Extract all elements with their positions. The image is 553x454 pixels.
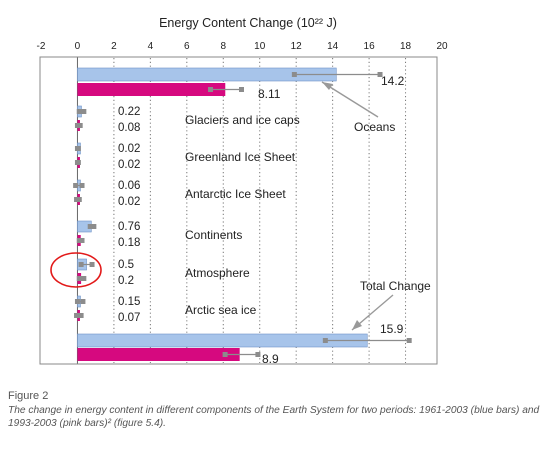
bars-layer	[73, 67, 412, 361]
error-cap	[81, 109, 87, 114]
error-cap	[75, 160, 81, 165]
error-cap	[91, 224, 97, 229]
category-label: Continents	[185, 228, 242, 242]
x-tick-label: 8	[220, 41, 226, 52]
error-cap	[74, 313, 80, 318]
x-tick-label: 10	[254, 41, 266, 52]
error-cap	[74, 197, 80, 202]
error-cap	[291, 72, 297, 77]
x-tick-label: -2	[37, 41, 46, 52]
value-label-pink: 0.07	[118, 312, 140, 324]
error-cap	[76, 276, 82, 281]
error-cap	[73, 183, 79, 188]
value-label-blue: 15.9	[380, 322, 404, 336]
x-tick-label: 4	[148, 41, 154, 52]
error-cap	[79, 238, 85, 243]
x-axis-ticks: -2 0 2 4 6 8 10 12 14 16 18 20	[37, 41, 448, 52]
error-cap	[78, 313, 84, 318]
x-tick-label: 18	[400, 41, 412, 52]
bar-pink	[77, 348, 240, 361]
error-cap	[74, 123, 80, 128]
category-label: Glaciers and ice caps	[185, 113, 300, 127]
value-label-pink: 0.02	[118, 196, 140, 208]
plot-frame	[39, 56, 438, 365]
value-label-pink: 0.18	[118, 237, 140, 249]
figure-caption: The change in energy content in differen…	[8, 405, 540, 429]
error-cap	[78, 262, 84, 267]
error-cap	[81, 276, 87, 281]
error-cap	[75, 146, 81, 151]
x-tick-label: 6	[184, 41, 190, 52]
value-label-pink: 8.9	[262, 352, 279, 366]
value-label-blue: 0.76	[118, 221, 140, 233]
value-label-pink: 0.02	[118, 159, 140, 171]
error-cap	[255, 352, 261, 357]
error-cap	[377, 72, 383, 77]
error-cap	[80, 299, 86, 304]
energy-chart: Energy Content Change (10²² J) -2 0 2 4 6 8 10…	[37, 16, 448, 366]
error-cap	[322, 338, 328, 343]
value-label-blue: 0.15	[118, 296, 140, 308]
figure-heading: Figure 2	[8, 390, 49, 402]
chart-title: Energy Content Change (10²² J)	[159, 16, 337, 30]
error-cap	[406, 338, 412, 343]
bar-pink	[77, 83, 226, 96]
error-cap	[76, 197, 82, 202]
error-cap	[79, 183, 85, 188]
value-label-blue: 14.2	[381, 74, 405, 88]
error-cap	[87, 224, 93, 229]
value-label-blue: 0.06	[118, 180, 140, 192]
error-cap	[239, 87, 244, 92]
value-label-blue: 0.22	[118, 106, 140, 118]
x-tick-label: 2	[111, 41, 117, 52]
value-label-pink: 8.11	[258, 87, 281, 101]
error-cap	[74, 299, 80, 304]
value-label-blue: 0.5	[118, 259, 134, 271]
category-label: Oceans	[354, 120, 395, 134]
error-cap	[77, 123, 83, 128]
category-label: Arctic sea ice	[185, 303, 257, 317]
value-label-blue: 0.02	[118, 143, 140, 155]
highlight-circle	[50, 252, 102, 288]
error-cap	[222, 352, 228, 357]
error-cap	[76, 238, 82, 243]
value-label-pink: 0.08	[118, 122, 140, 134]
callout-arrowhead	[352, 320, 362, 330]
labels-layer: 14.2 8.11 Oceans 0.22 0.08 Glaciers and ice c…	[50, 74, 431, 366]
x-tick-label: 0	[75, 41, 81, 52]
x-tick-label: 16	[364, 41, 376, 52]
callout-arrowhead	[322, 82, 333, 90]
value-label-pink: 0.2	[118, 275, 134, 287]
category-label: Total Change	[360, 279, 431, 293]
category-label: Antarctic Ice Sheet	[185, 187, 286, 201]
category-label: Greenland Ice Sheet	[185, 150, 296, 164]
error-cap	[89, 262, 95, 267]
x-tick-label: 14	[327, 41, 339, 52]
error-cap	[208, 87, 214, 92]
error-cap	[76, 109, 82, 114]
x-tick-label: 12	[291, 41, 303, 52]
x-tick-label: 20	[436, 41, 448, 52]
callout-line	[321, 81, 379, 118]
category-label: Atmosphere	[185, 266, 250, 280]
